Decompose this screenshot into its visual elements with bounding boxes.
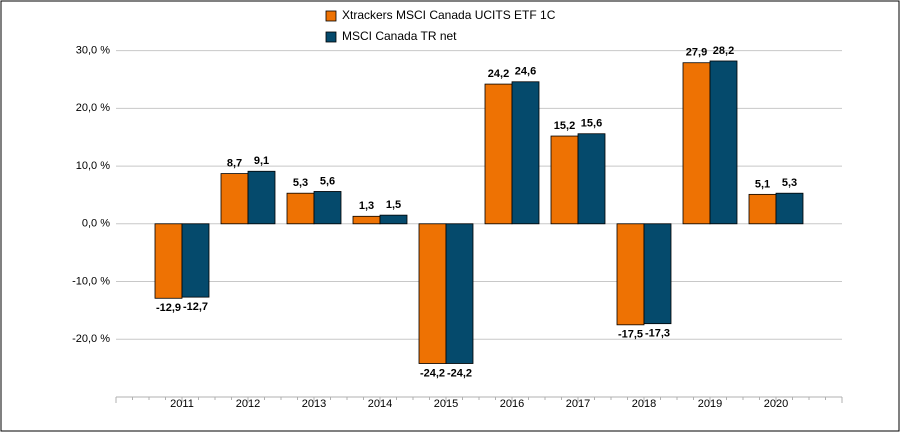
value-label: -12,9 (156, 302, 181, 314)
x-tick-label: 2011 (170, 398, 194, 410)
x-tick-label: 2017 (566, 398, 590, 410)
y-tick-label: 0,0 % (82, 218, 110, 230)
bar (220, 173, 249, 225)
value-label: -12,7 (183, 301, 208, 313)
bar (484, 83, 513, 225)
value-label: 5,3 (293, 177, 308, 189)
x-tick-label: 2020 (764, 398, 788, 410)
bar (643, 223, 672, 325)
bar (682, 62, 711, 225)
legend-label: Xtrackers MSCI Canada UCITS ETF 1C (342, 8, 556, 22)
value-label: -17,3 (645, 328, 670, 340)
y-tick-label: -10,0 % (72, 275, 110, 287)
value-label: 15,2 (554, 120, 575, 132)
value-label: 15,6 (581, 118, 602, 130)
x-tick-label: 2016 (500, 398, 524, 410)
bar (286, 192, 315, 225)
bar (577, 133, 606, 225)
value-label: 24,6 (515, 66, 536, 78)
x-tick-label: 2015 (434, 398, 458, 410)
bar (247, 170, 276, 225)
x-tick-label: 2012 (236, 398, 260, 410)
bar (709, 60, 738, 225)
value-label: 8,7 (227, 157, 242, 169)
bar (748, 193, 777, 225)
bar (352, 215, 381, 225)
bar (445, 223, 474, 364)
value-label: 5,1 (755, 178, 770, 190)
x-tick-label: 2013 (302, 398, 326, 410)
y-tick-label: 30,0 % (76, 45, 110, 57)
bar (181, 223, 210, 298)
bar (616, 223, 645, 326)
legend-label: MSCI Canada TR net (342, 29, 457, 43)
bar (418, 223, 447, 364)
value-label: 5,3 (782, 177, 797, 189)
x-tick-label: 2019 (698, 398, 722, 410)
value-label: 28,2 (713, 45, 734, 57)
bar (379, 214, 408, 225)
value-label: -24,2 (420, 367, 445, 379)
bar (154, 223, 183, 299)
legend-swatch (325, 10, 337, 22)
bar (550, 135, 579, 225)
x-tick-label: 2018 (632, 398, 656, 410)
value-label: 9,1 (254, 155, 269, 167)
x-tick-label: 2014 (368, 398, 392, 410)
value-label: -17,5 (618, 329, 643, 341)
value-label: 1,5 (386, 199, 401, 211)
y-tick-label: -20,0 % (72, 333, 110, 345)
y-tick-label: 20,0 % (76, 102, 110, 114)
value-label: 27,9 (686, 47, 707, 59)
bar (511, 81, 540, 225)
value-label: 24,2 (488, 68, 509, 80)
value-label: 5,6 (320, 175, 335, 187)
bar (775, 192, 804, 225)
bar (313, 191, 342, 225)
legend-swatch (325, 31, 337, 43)
value-label: -24,2 (447, 367, 472, 379)
value-label: 1,3 (359, 200, 374, 212)
y-tick-label: 10,0 % (76, 160, 110, 172)
